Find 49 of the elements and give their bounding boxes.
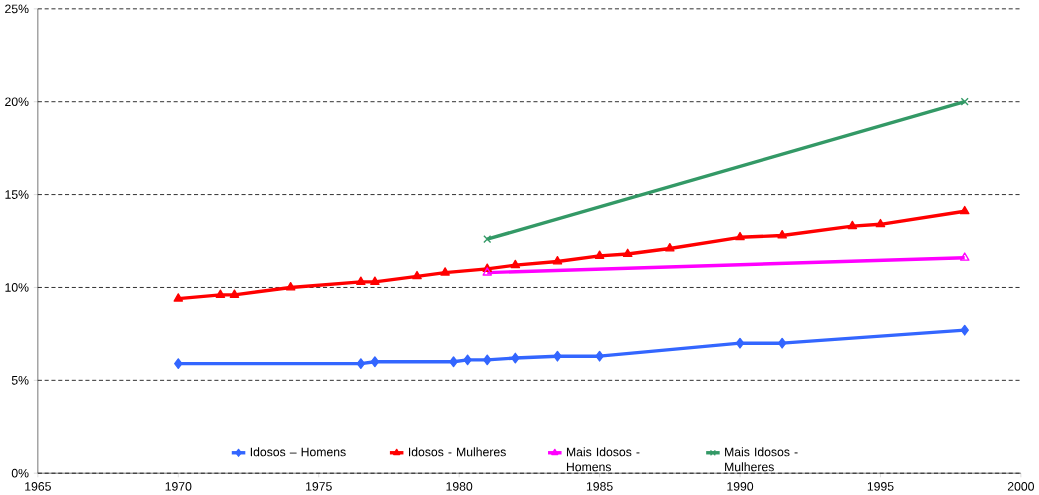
- point: [595, 350, 604, 362]
- point: [735, 231, 745, 241]
- y-tick-label: 0%: [11, 468, 29, 478]
- point: [463, 354, 472, 366]
- point: [229, 289, 240, 298]
- point: [483, 235, 492, 244]
- point: [622, 248, 633, 257]
- point: [552, 255, 563, 265]
- point: [370, 276, 380, 285]
- x-tick-label: 1995: [867, 481, 894, 491]
- y-tick-label: 20%: [5, 97, 29, 106]
- point: [510, 259, 521, 269]
- point: [875, 218, 886, 228]
- point: [370, 356, 380, 368]
- point: [174, 358, 183, 369]
- point: [594, 250, 605, 259]
- x-tick-label: 1990: [727, 481, 754, 491]
- point: [173, 293, 184, 302]
- point: [553, 350, 562, 362]
- y-tick-label: 25%: [5, 4, 29, 14]
- point: [285, 281, 296, 291]
- x-tick-label: 1975: [306, 481, 332, 491]
- x-tick-label: 1965: [25, 481, 51, 491]
- y-tick-label: 10%: [5, 283, 29, 292]
- point: [847, 220, 858, 230]
- point: [735, 337, 745, 349]
- point: [777, 229, 787, 239]
- point: [960, 324, 969, 336]
- point: [777, 337, 787, 349]
- x-tick-label: 1985: [586, 481, 613, 491]
- point: [483, 354, 492, 366]
- legend-label: Idosos - Mulheres: [408, 447, 506, 457]
- y-tick-label: 5%: [11, 375, 29, 385]
- x-tick-label: 2000: [1007, 481, 1034, 491]
- legend-label: Idosos – Homens: [250, 447, 346, 457]
- point: [440, 267, 450, 276]
- legend-label: Mais Idosos - Homens: [566, 447, 640, 472]
- point: [412, 270, 422, 280]
- point: [665, 242, 675, 252]
- point: [449, 356, 458, 368]
- x-tick-label: 1970: [165, 481, 192, 491]
- legend-label: Mais Idosos - Mulheres: [725, 447, 798, 472]
- point: [356, 358, 366, 369]
- point: [959, 205, 970, 215]
- y-tick-label: 15%: [5, 190, 29, 199]
- point: [511, 352, 520, 364]
- x-tick-label: 1980: [446, 481, 473, 491]
- point: [356, 276, 366, 285]
- point: [215, 289, 226, 298]
